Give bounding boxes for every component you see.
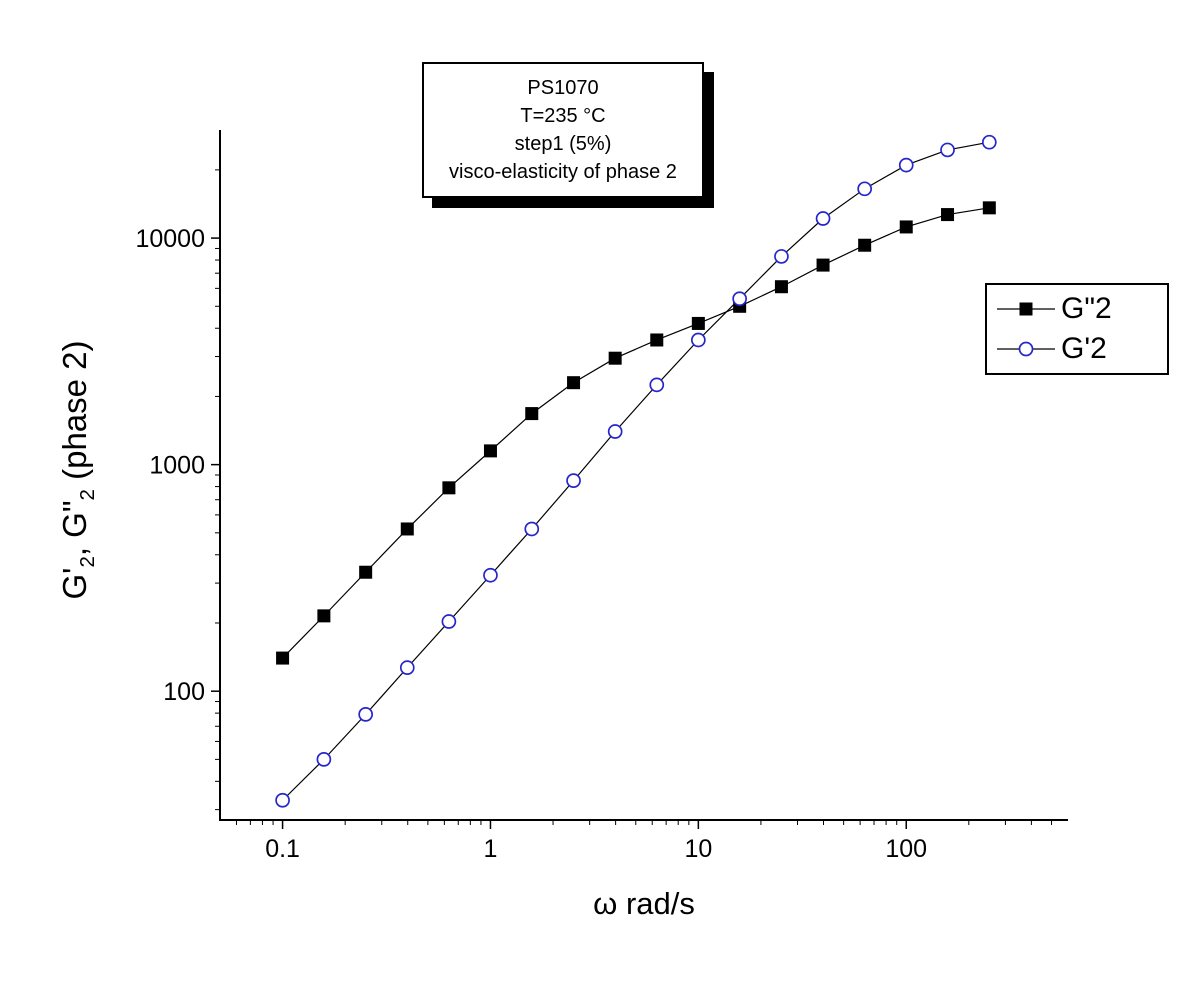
data-point-square	[691, 316, 705, 330]
data-point-circle	[483, 567, 498, 583]
data-point-square	[816, 258, 830, 272]
legend-square	[1019, 302, 1033, 316]
y-axis-label-sub: 2	[75, 556, 99, 568]
data-point-square	[567, 376, 581, 390]
data-point-circle	[857, 181, 873, 197]
data-point-square	[359, 565, 373, 579]
x-axis-label: ω rad/s	[593, 886, 695, 922]
annotation-line: T=235 °C	[520, 105, 606, 127]
y-axis-label: G'2, G"2 (phase 2)	[56, 340, 100, 599]
y-axis-label-text: (phase 2)	[56, 340, 94, 490]
data-point-circle	[690, 332, 706, 348]
data-point-circle	[524, 521, 540, 537]
data-point-square	[941, 208, 955, 222]
data-point-circle	[399, 660, 415, 676]
legend-marker-square-icon	[997, 299, 1055, 319]
legend-marker-glyph	[997, 302, 1055, 316]
y-axis-label-sub: 2	[75, 489, 99, 501]
x-tick-label: 100	[885, 835, 927, 863]
data-point-circle	[774, 249, 789, 264]
y-tick-label: 1000	[149, 452, 205, 480]
data-point-circle	[940, 142, 955, 158]
data-point-circle	[607, 424, 623, 439]
legend-label: G'2	[1061, 332, 1107, 365]
data-point-circle	[566, 473, 581, 488]
legend-item: G"2	[997, 289, 1157, 329]
data-point-square	[400, 522, 414, 536]
data-point-circle	[815, 211, 831, 226]
annotation-line: PS1070	[527, 77, 599, 99]
data-point-circle	[981, 134, 997, 150]
annotation-line: visco-elasticity of phase 2	[449, 161, 677, 183]
data-point-square	[858, 238, 872, 252]
data-point-circle	[649, 377, 665, 393]
data-point-square	[899, 220, 913, 234]
data-point-circle	[275, 792, 290, 808]
y-tick-label: 100	[163, 678, 205, 706]
legend-marker-glyph	[997, 341, 1055, 357]
legend: G"2 G'2	[985, 283, 1169, 375]
series-line-2	[282, 141, 990, 801]
data-point-circle	[316, 752, 332, 767]
data-point-circle	[358, 707, 374, 722]
series-line-1	[282, 207, 990, 659]
data-point-circle	[441, 614, 457, 629]
legend-marker-circle-icon	[997, 339, 1055, 359]
data-point-square	[525, 407, 539, 421]
y-axis-label-text: G'	[56, 567, 94, 600]
data-point-square	[774, 280, 788, 294]
legend-item: G'2	[997, 329, 1157, 369]
legend-label: G"2	[1061, 292, 1112, 325]
x-axis-label-text: ω rad/s	[593, 886, 695, 921]
data-point-square	[442, 481, 456, 495]
data-point-square	[608, 351, 622, 365]
y-tick-label: 10000	[135, 225, 205, 253]
data-point-square	[982, 201, 996, 215]
annotation-line: step1 (5%)	[514, 133, 612, 155]
data-point-square	[650, 333, 664, 347]
annotation-box: PS1070 T=235 °C step1 (5%) visco-elastic…	[422, 62, 704, 198]
x-tick-label: 1	[484, 835, 498, 863]
data-point-circle	[732, 291, 747, 307]
data-point-square	[317, 609, 331, 623]
data-point-square	[483, 444, 497, 458]
data-point-circle	[898, 157, 914, 173]
data-point-square	[276, 651, 290, 665]
y-axis-label-text: , G"	[56, 500, 94, 557]
legend-circle	[1018, 341, 1034, 357]
x-tick-label: 10	[684, 835, 712, 863]
x-tick-label: 0.1	[265, 835, 300, 863]
